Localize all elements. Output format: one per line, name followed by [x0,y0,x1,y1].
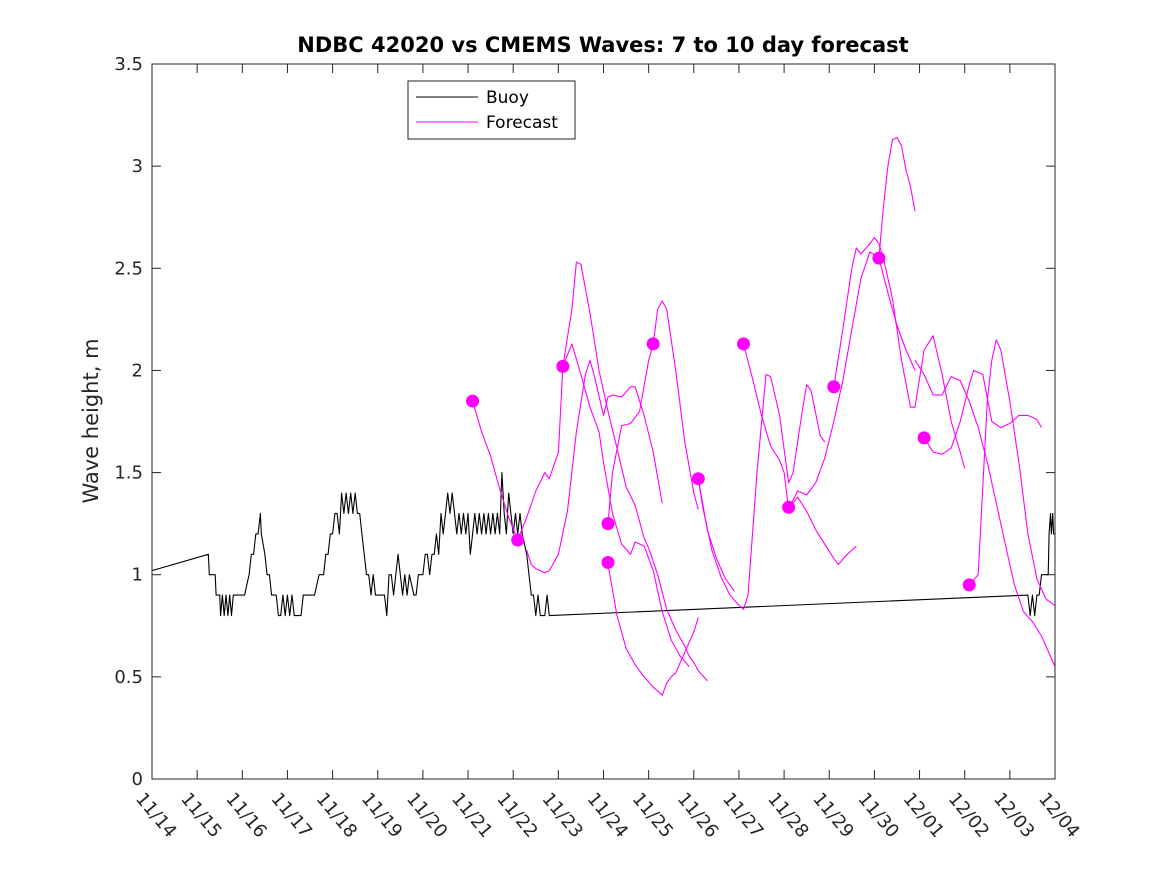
y-tick-label: 1.5 [114,463,143,484]
forecast-start-marker [691,472,705,486]
forecast-start-marker [601,555,615,569]
y-tick-label: 0 [132,769,143,790]
forecast-series-line [968,339,1056,606]
legend-forecast-label: Forecast [486,113,558,133]
forecast-start-marker [556,359,570,373]
forecast-series-line [526,359,663,574]
forecast-series-line [923,369,1042,455]
forecast-series-line [697,373,826,610]
legend-box [407,80,576,140]
y-tick-label: 2.5 [114,258,143,279]
y-tick-label: 2 [132,360,143,381]
y-tick-label: 3.5 [114,54,143,75]
forecast-series-line [472,400,519,541]
forecast-start-marker [736,337,750,351]
forecast-series-line [562,261,708,682]
chart-title: NDBC 42020 vs CMEMS Waves: 7 to 10 day f… [297,33,908,57]
forecast-series-line [697,478,735,592]
forecast-series-line [914,359,1056,667]
marker-layer [466,251,976,592]
forecast-start-marker [601,517,615,531]
forecast-start-marker [646,337,660,351]
forecast-start-marker [782,500,796,514]
forecast-start-marker [827,380,841,394]
plot-area [152,64,1055,779]
buoy-series-line [151,472,1055,617]
y-axis-label: Wave height, m [79,338,103,503]
legend: Buoy Forecast [407,80,576,140]
forecast-series-line [833,237,966,469]
plot-frame [151,63,1056,780]
forecast-start-marker [466,394,480,408]
forecast-series-line [878,136,916,259]
series-layer [151,136,1056,696]
forecast-series-line [607,300,699,524]
forecast-start-marker [511,533,525,547]
y-tick-label: 1 [132,565,143,586]
forecast-series-line [788,496,857,566]
y-tick-label: 0.5 [114,667,143,688]
forecast-start-marker [917,431,931,445]
forecast-series-line [517,343,690,667]
legend-buoy-label: Buoy [486,88,529,108]
forecast-start-marker [962,578,976,592]
forecast-start-marker [872,251,886,265]
forecast-series-line [607,564,699,696]
forecast-series-line [742,251,916,510]
y-tick-label: 3 [132,156,143,177]
